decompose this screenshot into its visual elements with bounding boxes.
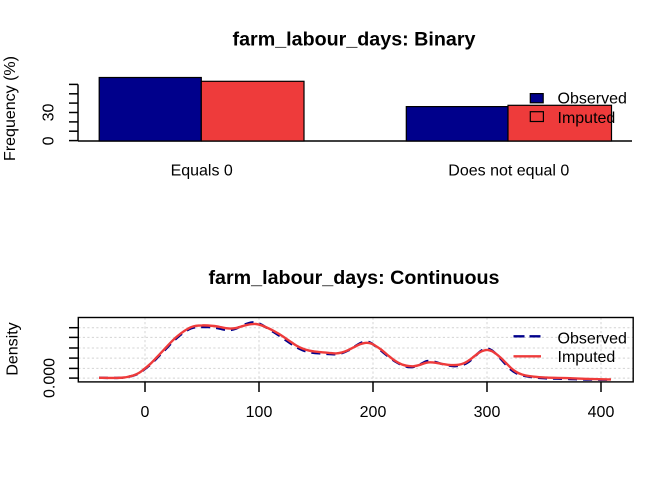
svg-text:0.000: 0.000	[42, 358, 59, 398]
svg-text:300: 300	[474, 404, 501, 421]
svg-text:Density: Density	[5, 322, 22, 375]
svg-text:farm_labour_days: Binary: farm_labour_days: Binary	[233, 28, 476, 50]
svg-text:Imputed: Imputed	[558, 110, 616, 127]
svg-text:200: 200	[360, 404, 387, 421]
svg-text:Observed: Observed	[558, 91, 627, 108]
svg-text:Frequency (%): Frequency (%)	[2, 56, 19, 161]
svg-text:0: 0	[41, 136, 58, 145]
svg-text:30: 30	[41, 104, 58, 122]
svg-text:Equals 0: Equals 0	[171, 163, 233, 180]
svg-text:100: 100	[246, 404, 273, 421]
svg-text:400: 400	[588, 404, 615, 421]
svg-text:farm_labour_days: Continuous: farm_labour_days: Continuous	[209, 267, 500, 289]
svg-text:Observed: Observed	[558, 330, 627, 347]
svg-text:Does not equal 0: Does not equal 0	[448, 163, 569, 180]
svg-text:0: 0	[141, 404, 150, 421]
svg-text:Imputed: Imputed	[558, 349, 616, 366]
